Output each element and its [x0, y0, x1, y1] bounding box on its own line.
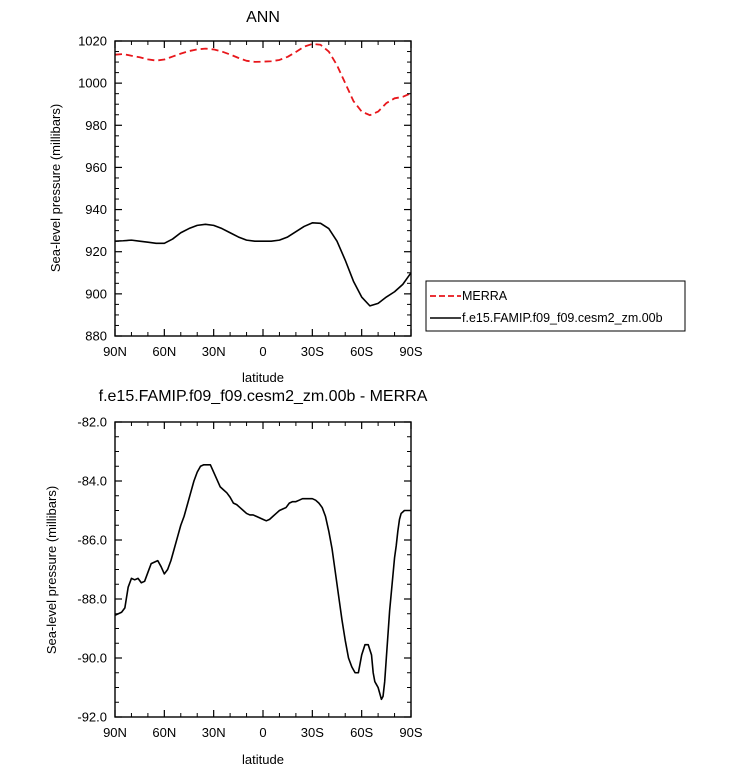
top-y-tick-label: 980 — [85, 118, 107, 133]
bottom-chart-title: f.e15.FAMIP.f09_f09.cesm2_zm.00b - MERRA — [99, 388, 428, 405]
top-y-tick-label: 940 — [85, 202, 107, 217]
top-plot-area: 90N 60N 30N 0 30S 60S 90S 880 900 920 940 960 980 100… — [78, 34, 423, 360]
top-y-tick-label: 960 — [85, 160, 107, 175]
top-x-tick-label: 0 — [259, 344, 266, 359]
top-panel: ANN 90N 60N 30N 0 30S 60S 90S 880 900 920 940 960 98… — [48, 9, 686, 385]
top-x-tick-label: 60S — [350, 344, 373, 359]
legend-model-label: f.e15.FAMIP.f09_f09.cesm2_zm.00b — [462, 311, 663, 325]
top-y-tick-label: 900 — [85, 286, 107, 301]
top-y-axis-label: Sea-level pressure (millibars) — [48, 104, 63, 272]
top-chart-title: ANN — [246, 9, 280, 26]
bottom-x-axis-label: latitude — [242, 752, 284, 767]
bottom-x-tick-label: 30S — [301, 725, 324, 740]
top-x-axis-label: latitude — [242, 370, 284, 385]
bottom-plot-area: 90N 60N 30N 0 30S 60S 90S -92.0 -90.0 -88.0 -86.0 -… — [77, 415, 423, 741]
bottom-y-tick-label: -88.0 — [77, 592, 107, 607]
top-y-tick-label: 920 — [85, 244, 107, 259]
top-legend: MERRA f.e15.FAMIP.f09_f09.cesm2_zm.00b — [425, 280, 686, 332]
top-x-tick-label: 30N — [202, 344, 226, 359]
bottom-x-tick-label: 30N — [202, 725, 226, 740]
bottom-x-tick-label: 60N — [152, 725, 176, 740]
top-series-line-0 — [115, 43, 411, 117]
bottom-y-tick-label: -86.0 — [77, 533, 107, 548]
top-y-tick-label: 880 — [85, 329, 107, 344]
bottom-panel: f.e15.FAMIP.f09_f09.cesm2_zm.00b - MERRA… — [44, 388, 428, 767]
bottom-y-axis-label: Sea-level pressure (millibars) — [44, 486, 59, 654]
bottom-series-line-0 — [115, 463, 411, 701]
top-x-tick-label: 90N — [103, 344, 127, 359]
top-x-tick-label: 90S — [399, 344, 422, 359]
bottom-x-tick-label: 60S — [350, 725, 373, 740]
top-x-tick-label: 30S — [301, 344, 324, 359]
top-series-line-1 — [115, 222, 411, 307]
bottom-plot-frame — [114, 421, 412, 718]
bottom-y-tick-label: -84.0 — [77, 474, 107, 489]
bottom-y-tick-label: -82.0 — [77, 415, 107, 430]
top-x-tick-label: 60N — [152, 344, 176, 359]
top-y-tick-label: 1000 — [78, 76, 107, 91]
bottom-y-tick-label: -90.0 — [77, 651, 107, 666]
legend-merra-label: MERRA — [462, 289, 508, 303]
top-plot-frame — [114, 40, 412, 337]
bottom-y-tick-label: -92.0 — [77, 710, 107, 725]
bottom-x-tick-label: 0 — [259, 725, 266, 740]
legend-box — [425, 280, 686, 332]
bottom-x-tick-label: 90N — [103, 725, 127, 740]
bottom-x-tick-label: 90S — [399, 725, 422, 740]
top-y-tick-label: 1020 — [78, 34, 107, 49]
